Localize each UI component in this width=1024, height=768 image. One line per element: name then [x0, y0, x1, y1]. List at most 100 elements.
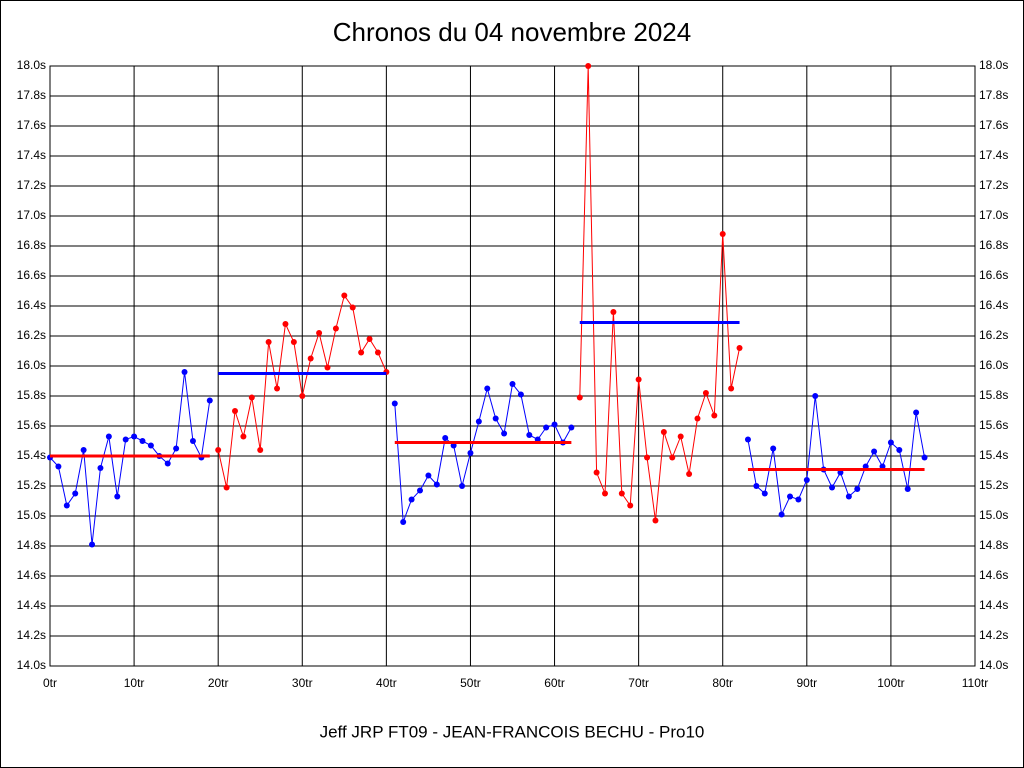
- lap-point: [206, 397, 213, 404]
- y2-tick-label: 17.4s: [979, 148, 1008, 162]
- lap-point: [913, 409, 920, 416]
- lap-point: [358, 349, 365, 356]
- lap-point: [475, 418, 482, 425]
- y-tick-label: 18.0s: [17, 58, 46, 72]
- y-tick-label: 16.4s: [17, 298, 46, 312]
- lap-point: [105, 433, 112, 440]
- x-tick-label: 20tr: [208, 676, 229, 690]
- y2-tick-label: 15.0s: [979, 508, 1008, 522]
- lap-point: [509, 381, 516, 387]
- y-tick-label: 16.0s: [17, 358, 46, 372]
- lap-point: [366, 336, 373, 342]
- lap-point: [711, 412, 718, 419]
- lap-point: [459, 483, 466, 489]
- lap-point: [593, 469, 600, 476]
- plot-frame: [49, 65, 976, 667]
- y-tick-label: 14.6s: [17, 568, 46, 582]
- lap-point: [652, 517, 659, 524]
- x-tick-label: 50tr: [460, 676, 481, 690]
- chart-title: Chronos du 04 novembre 2024: [333, 17, 691, 47]
- y-tick-label: 17.4s: [17, 148, 46, 162]
- y2-tick-label: 17.0s: [979, 208, 1008, 222]
- lap-point: [80, 447, 87, 453]
- lap-point: [307, 355, 314, 362]
- y2-tick-label: 16.8s: [979, 238, 1008, 252]
- lap-point: [408, 496, 415, 503]
- lap-point: [257, 447, 264, 453]
- lap-point: [391, 400, 398, 407]
- lap-point: [324, 364, 331, 371]
- lap-point: [290, 339, 297, 345]
- lap-point: [887, 439, 894, 446]
- lap-point: [492, 415, 499, 422]
- y-tick-label: 16.8s: [17, 238, 46, 252]
- lap-point: [719, 231, 726, 237]
- lap-line: [49, 371, 211, 545]
- y2-tick-label: 16.4s: [979, 298, 1008, 312]
- lap-point: [181, 369, 188, 375]
- lap-point: [215, 447, 222, 453]
- lap-point: [484, 385, 491, 392]
- y2-tick-label: 14.8s: [979, 538, 1008, 552]
- lap-point: [812, 393, 819, 399]
- y2-tick-label: 17.2s: [979, 178, 1008, 192]
- y-tick-label: 17.2s: [17, 178, 46, 192]
- marks: [47, 63, 928, 548]
- lap-point: [770, 445, 777, 452]
- lap-point: [63, 502, 70, 509]
- y2-tick-label: 18.0s: [979, 58, 1008, 72]
- lap-line: [394, 382, 572, 523]
- lap-point: [602, 490, 608, 497]
- lap-point: [728, 385, 735, 392]
- lap-point: [660, 429, 667, 435]
- lap-point: [677, 433, 684, 440]
- y2-tick-label: 16.6s: [979, 268, 1008, 282]
- x-axis-label: Jeff JRP FT09 - JEAN-FRANCOIS BECHU - Pr…: [320, 722, 705, 741]
- y-tick-label: 14.4s: [17, 598, 46, 612]
- y-tick-label: 14.8s: [17, 538, 46, 552]
- lap-point: [173, 445, 180, 452]
- lap-point: [223, 484, 230, 491]
- lap-point: [543, 424, 550, 431]
- lap-point: [316, 330, 323, 336]
- y-tick-label: 17.0s: [17, 208, 46, 222]
- lap-point: [744, 436, 751, 443]
- y-tick-label: 14.0s: [17, 658, 46, 672]
- x-tick-label: 40tr: [376, 676, 397, 690]
- lap-point: [89, 541, 96, 548]
- lap-point: [803, 477, 810, 483]
- lap-point: [122, 436, 129, 443]
- lap-point: [702, 390, 709, 396]
- lap-point: [433, 481, 440, 488]
- y2-tick-label: 16.0s: [979, 358, 1008, 372]
- lap-point: [349, 304, 356, 311]
- lap-line: [579, 65, 741, 521]
- lap-point: [778, 511, 785, 518]
- lap-point: [248, 394, 255, 401]
- lap-point: [787, 493, 793, 500]
- lap-point: [232, 408, 238, 414]
- lap-point: [904, 486, 911, 492]
- lap-point: [635, 376, 642, 383]
- x-tick-label: 100tr: [877, 676, 904, 690]
- lap-point: [627, 502, 634, 509]
- y-tick-label: 15.4s: [17, 448, 46, 462]
- lap-point: [147, 442, 154, 449]
- lap-point: [736, 345, 743, 351]
- lap-point: [526, 432, 533, 438]
- y2-tick-label: 14.4s: [979, 598, 1008, 612]
- lap-point: [114, 493, 121, 500]
- lap-point: [585, 63, 592, 69]
- y2-tick-label: 15.6s: [979, 418, 1008, 432]
- y-tick-label: 15.6s: [17, 418, 46, 432]
- lap-point: [854, 486, 861, 492]
- lap-point: [442, 435, 449, 441]
- y2-tick-label: 17.6s: [979, 118, 1008, 132]
- lap-point: [282, 321, 289, 327]
- lap-point: [341, 292, 348, 299]
- lap-point: [761, 490, 768, 497]
- lap-point: [694, 415, 701, 422]
- lap-point: [829, 484, 836, 491]
